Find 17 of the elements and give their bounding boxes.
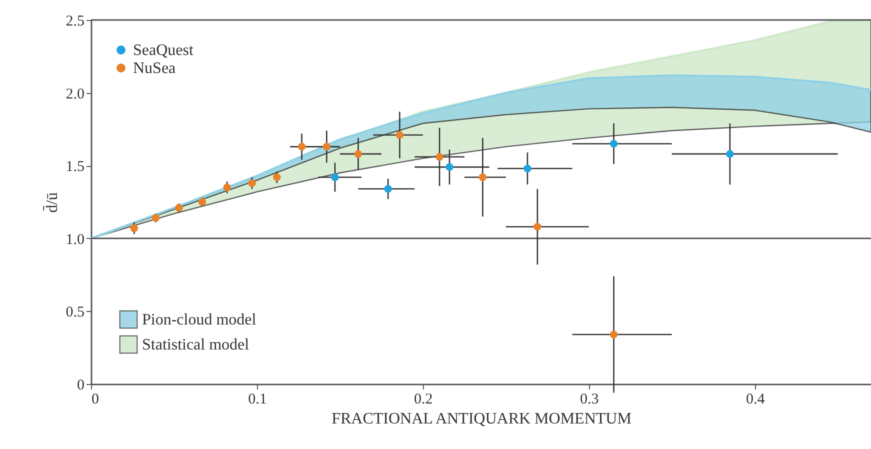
x-tick-label: 0.4	[746, 392, 766, 408]
y-tick-label: 1.0	[66, 232, 84, 248]
y-tick-label: 2.5	[66, 14, 84, 30]
x-tick-label: 0	[92, 392, 99, 408]
x-tick-label: 0.3	[580, 392, 599, 408]
x-axis-title: FRACTIONAL ANTIQUARK MOMENTUM	[332, 410, 632, 428]
legend-label: Pion-cloud model	[142, 312, 257, 328]
y-tick-label: 0.5	[66, 304, 84, 321]
y-tick-label: 1.5	[66, 159, 84, 176]
legend-label: SeaQuest	[133, 42, 194, 59]
legend-label: NuSea	[133, 60, 176, 77]
x-tick-label: 0.1	[248, 392, 267, 408]
legend-label: Statistical model	[142, 336, 250, 354]
x-tick-label: 0.2	[414, 392, 433, 408]
y-axis-title: d̄/ū	[43, 192, 61, 213]
y-tick-label: 2.0	[66, 86, 84, 102]
y-tick-label: 0	[77, 378, 84, 394]
